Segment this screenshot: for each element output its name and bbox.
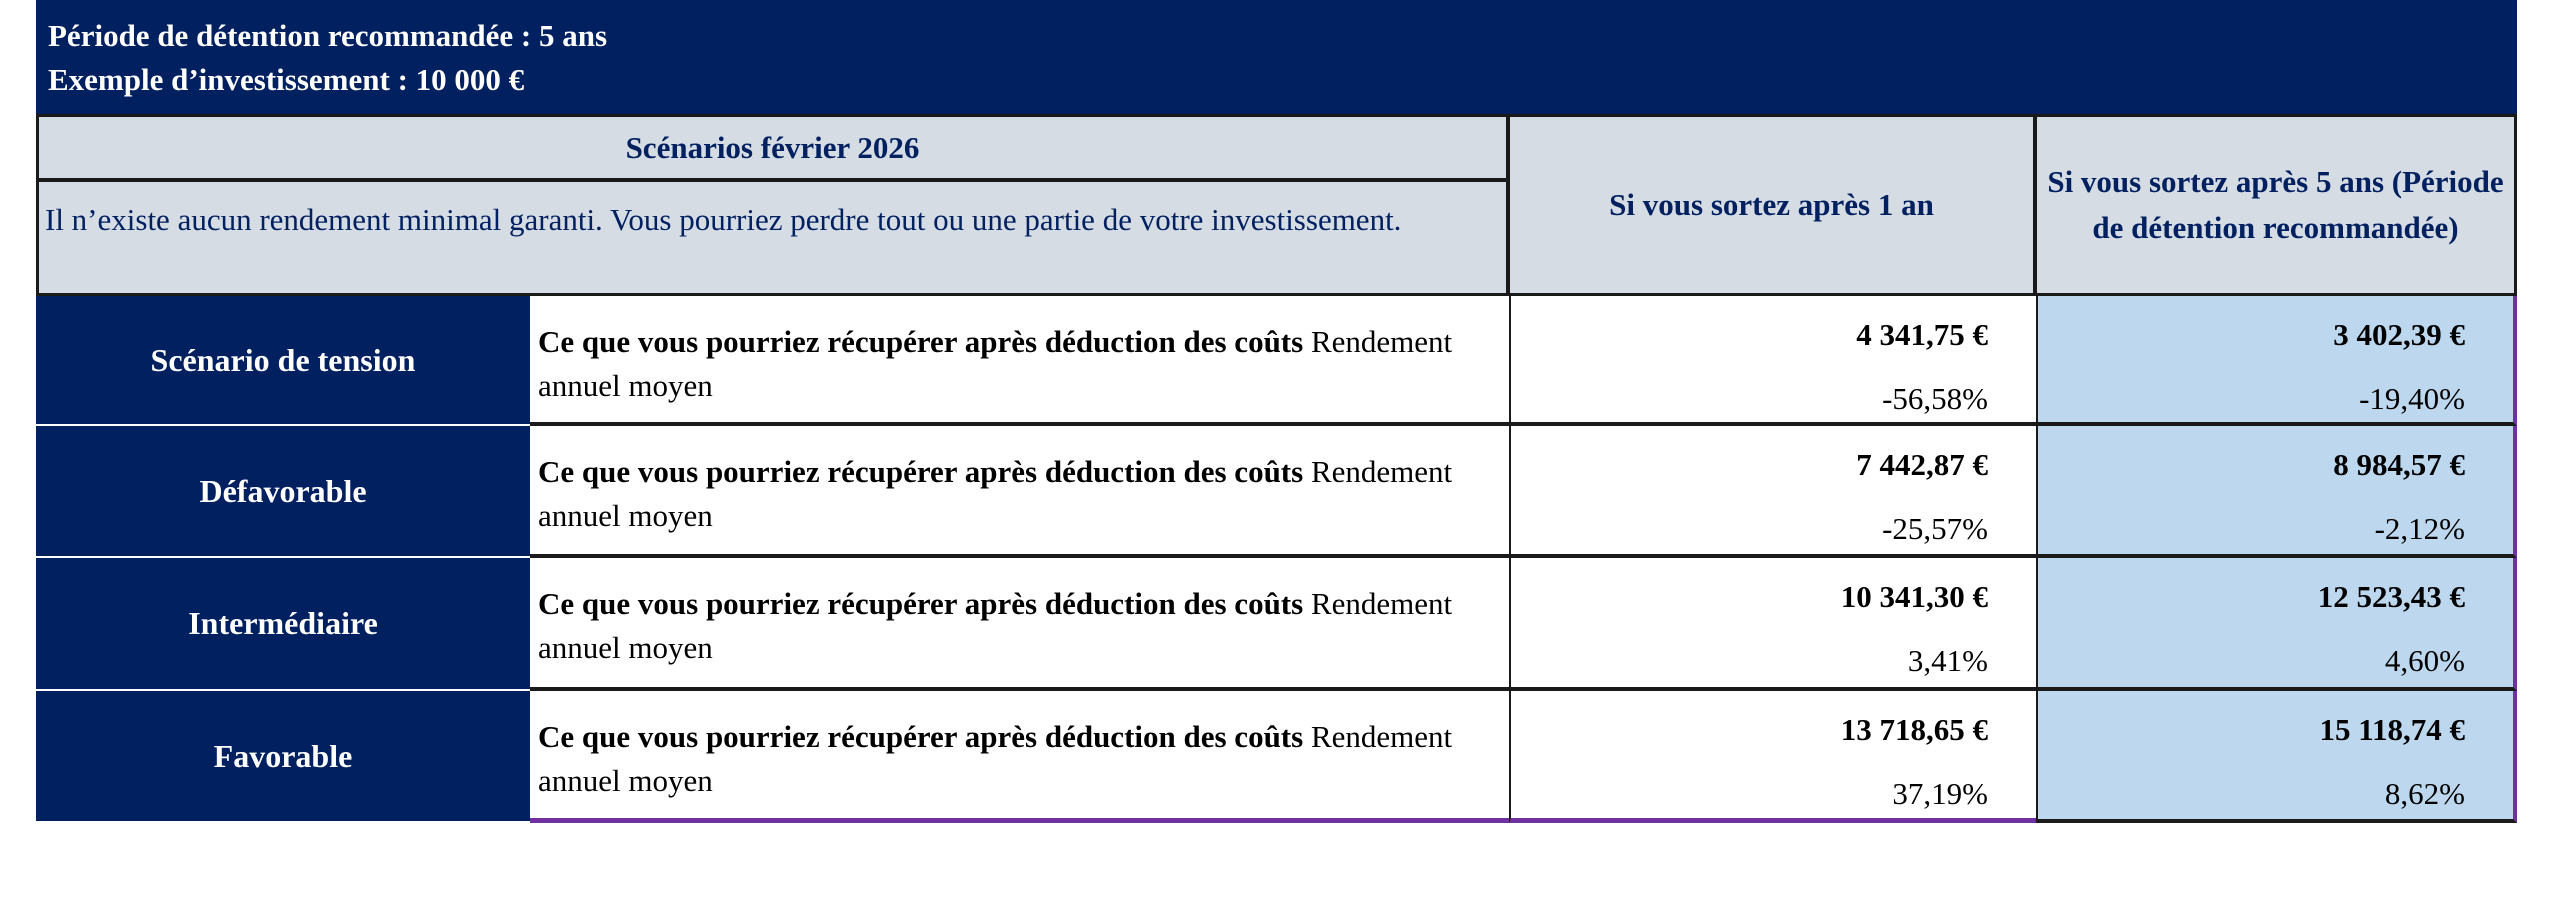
amount-5-years: 12 523,43 € <box>2317 579 2465 614</box>
description-bold: Ce que vous pourriez récupérer après déd… <box>538 586 1304 621</box>
disclaimer: Il n’existe aucun rendement minimal gara… <box>36 179 1509 296</box>
description-normal: Rendement annuel moyen <box>538 324 1453 403</box>
description-normal: Rendement annuel moyen <box>538 719 1453 798</box>
cell-5-years: 12 523,43 € 4,60% <box>2036 558 2517 691</box>
description-normal: Rendement annuel moyen <box>538 586 1453 665</box>
scenario-label: Intermédiaire <box>36 558 530 691</box>
return-5-years: -19,40% <box>2359 381 2465 416</box>
scenario-label: Scénario de tension <box>36 296 530 426</box>
amount-1-year: 7 442,87 € <box>1856 447 1988 482</box>
return-5-years: -2,12% <box>2374 511 2465 546</box>
return-1-year: 37,19% <box>1892 776 1988 811</box>
investment-example: Exemple d’investissement : 10 000 € <box>48 62 525 97</box>
return-1-year: -25,57% <box>1882 511 1988 546</box>
holding-period: Période de détention recommandée : 5 ans <box>48 18 608 53</box>
amount-5-years: 8 984,57 € <box>2333 447 2465 482</box>
scenario-description: Ce que vous pourriez récupérer après déd… <box>530 296 1509 426</box>
amount-5-years: 3 402,39 € <box>2333 317 2465 352</box>
cell-5-years: 3 402,39 € -19,40% <box>2036 296 2517 426</box>
scenario-label: Favorable <box>36 691 530 823</box>
description-bold: Ce que vous pourriez récupérer après déd… <box>538 324 1304 359</box>
description-bold: Ce que vous pourriez récupérer après déd… <box>538 719 1304 754</box>
column-header-1-year: Si vous sortez après 1 an <box>1507 114 2036 296</box>
cell-5-years: 15 118,74 € 8,62% <box>2036 691 2517 823</box>
return-1-year: 3,41% <box>1907 643 1988 678</box>
return-5-years: 4,60% <box>2384 643 2465 678</box>
amount-1-year: 13 718,65 € <box>1840 712 1988 747</box>
cell-1-year: 7 442,87 € -25,57% <box>1509 426 2036 558</box>
description-normal: Rendement annuel moyen <box>538 454 1453 533</box>
scenario-description: Ce que vous pourriez récupérer après déd… <box>530 691 1509 823</box>
description-bold: Ce que vous pourriez récupérer après déd… <box>538 454 1304 489</box>
scenario-label: Défavorable <box>36 426 530 558</box>
header-banner: Période de détention recommandée : 5 ans… <box>36 0 2517 114</box>
column-header-5-years: Si vous sortez après 5 ans (Période de d… <box>2034 114 2517 296</box>
cell-1-year: 13 718,65 € 37,19% <box>1509 691 2036 823</box>
return-5-years: 8,62% <box>2384 776 2465 811</box>
cell-1-year: 4 341,75 € -56,58% <box>1509 296 2036 426</box>
scenario-description: Ce que vous pourriez récupérer après déd… <box>530 558 1509 691</box>
cell-5-years: 8 984,57 € -2,12% <box>2036 426 2517 558</box>
return-1-year: -56,58% <box>1882 381 1988 416</box>
table-title: Scénarios février 2026 <box>36 114 1509 181</box>
scenario-description: Ce que vous pourriez récupérer après déd… <box>530 426 1509 558</box>
amount-1-year: 10 341,30 € <box>1840 579 1988 614</box>
amount-5-years: 15 118,74 € <box>2319 712 2465 747</box>
amount-1-year: 4 341,75 € <box>1856 317 1988 352</box>
cell-1-year: 10 341,30 € 3,41% <box>1509 558 2036 691</box>
